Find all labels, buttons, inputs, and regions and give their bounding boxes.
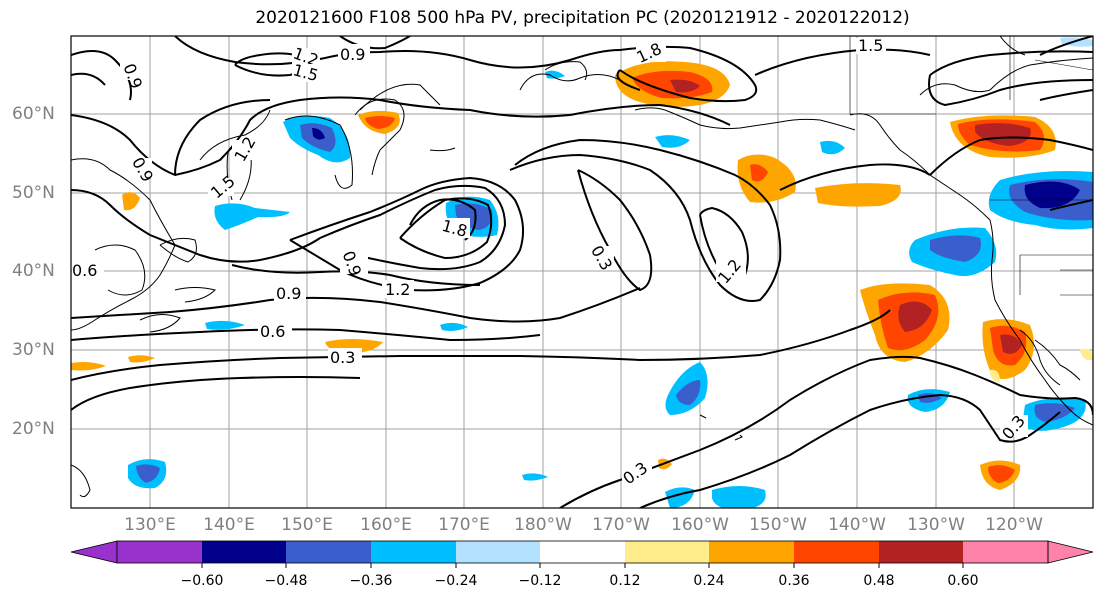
lat-label: 50°N bbox=[12, 183, 55, 203]
pv-contour-labels: 0.9 1.2 1.5 0.9 1.8 1.2 1.5 0.9 0.9 1.8 … bbox=[72, 36, 1029, 488]
borders bbox=[849, 36, 1093, 296]
colorbar-tick-label: 0.12 bbox=[609, 573, 641, 589]
colorbar-extend-high bbox=[1047, 540, 1094, 564]
colorbar bbox=[70, 540, 1094, 568]
colorbar-tick-label: 0.60 bbox=[947, 573, 979, 589]
contour-label: 0.9 bbox=[340, 45, 365, 64]
lon-label: 130°E bbox=[124, 515, 176, 535]
colorbar-tick-label: −0.48 bbox=[264, 573, 308, 589]
lon-label: 120°W bbox=[985, 515, 1043, 535]
lat-label: 20°N bbox=[12, 419, 55, 439]
coastlines bbox=[71, 36, 1093, 498]
lon-label: 160°W bbox=[671, 515, 729, 535]
contour-label: 1.2 bbox=[385, 280, 410, 299]
lon-label: 160°E bbox=[360, 515, 412, 535]
lon-label: 130°W bbox=[907, 515, 965, 535]
colorbar-tick-label: −0.24 bbox=[434, 573, 478, 589]
contour-label: 0.6 bbox=[72, 261, 97, 280]
lon-label: 150°E bbox=[281, 515, 333, 535]
lon-label: 170°E bbox=[438, 515, 490, 535]
lat-label: 30°N bbox=[12, 340, 55, 360]
lon-label: 140°W bbox=[828, 515, 886, 535]
colorbar-extend-low bbox=[70, 540, 118, 564]
colorbar-tick-label: −0.12 bbox=[518, 573, 562, 589]
lat-label: 40°N bbox=[12, 261, 55, 281]
lon-label: 180°W bbox=[514, 515, 572, 535]
colorbar-tick-label: −0.60 bbox=[180, 573, 224, 589]
map-title: 2020121600 F108 500 hPa PV, precipitatio… bbox=[255, 8, 910, 28]
colorbar-tick-label: 0.48 bbox=[863, 573, 895, 589]
lon-label: 170°W bbox=[592, 515, 650, 535]
contour-label: 0.9 bbox=[276, 284, 301, 303]
contour-label: 0.3 bbox=[330, 348, 355, 367]
contour-label: 1.5 bbox=[858, 36, 883, 55]
lat-label: 60°N bbox=[12, 104, 55, 124]
lon-label: 150°W bbox=[749, 515, 807, 535]
map-frame bbox=[70, 35, 1094, 509]
colorbar-tick-label: −0.36 bbox=[349, 573, 393, 589]
contour-label: 0.6 bbox=[260, 322, 285, 341]
colorbar-tick-label: 0.24 bbox=[693, 573, 725, 589]
lon-label: 140°E bbox=[203, 515, 255, 535]
colorbar-tick-label: 0.36 bbox=[778, 573, 810, 589]
precip-positive-shading bbox=[71, 61, 1093, 490]
